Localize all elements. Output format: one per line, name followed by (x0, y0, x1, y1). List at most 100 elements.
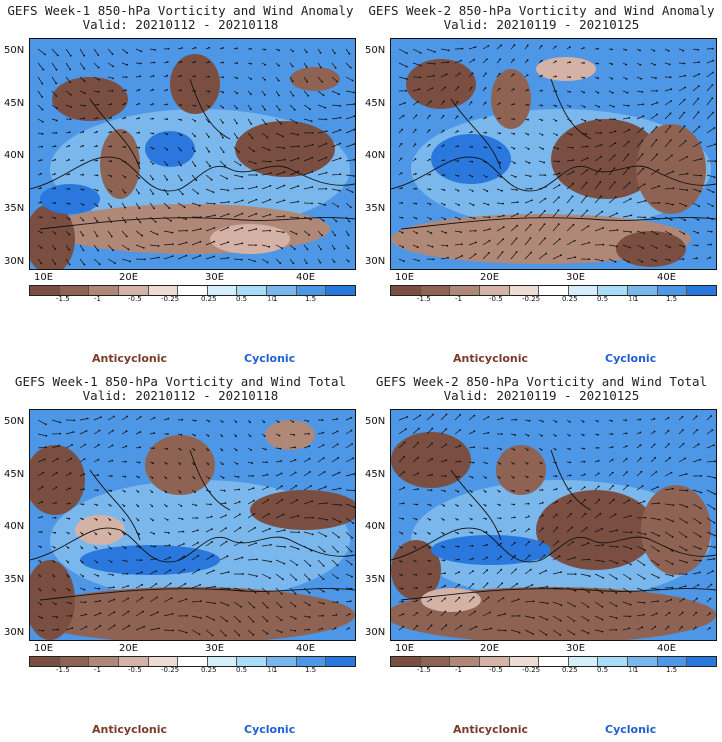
colorbar-swatch (148, 657, 179, 666)
coastline-borders (391, 78, 716, 230)
colorbar-tick-label: -0.25 (161, 666, 180, 674)
vector-reference-label: 10 (267, 666, 276, 674)
vorticity-map-svg (391, 410, 716, 640)
vorticity-region-2 (636, 124, 706, 214)
longitude-label: 30E (205, 272, 225, 283)
latitude-label: 50N (365, 416, 386, 427)
colorbar-swatch (267, 286, 297, 295)
vector-reference-label: 10 (628, 666, 637, 674)
colorbar-tick-label: 1.5 (305, 666, 317, 674)
vorticity-region-6 (431, 134, 511, 184)
longitude-label: 40E (296, 643, 316, 654)
vorticity-region-5 (75, 515, 125, 545)
vorticity-region-4 (30, 560, 75, 640)
colorbar-tick-label: 1.5 (305, 295, 317, 303)
colorbar-swatch (391, 657, 421, 666)
colorbar-tick-label: 1 (273, 666, 278, 674)
colorbar-tick-label: -1.5 (417, 666, 431, 674)
vorticity-map-svg (391, 39, 716, 269)
latitude-label: 40N (4, 150, 25, 161)
cyclonic-label: Cyclonic (244, 352, 296, 365)
map-area (29, 38, 356, 270)
longitude-label: 10E (34, 272, 54, 283)
vorticity-region-1 (170, 54, 220, 114)
vorticity-region-2 (250, 490, 355, 530)
colorbar-swatch (391, 286, 421, 295)
colorbar-tick-label: -0.5 (489, 666, 503, 674)
colorbar-swatch (296, 657, 327, 666)
colorbar-tick-label: -0.5 (128, 666, 142, 674)
latitude-label: 50N (365, 45, 386, 56)
colorbar-swatch (568, 286, 599, 295)
colorbar-swatch (326, 657, 356, 666)
colorbar-swatch (509, 657, 540, 666)
colorbar-swatch (89, 657, 119, 666)
coastline-borders (30, 78, 355, 230)
colorbar-tick-label: -0.25 (522, 295, 541, 303)
colorbar-tick-label: 0.5 (236, 295, 248, 303)
latitude-label: 40N (365, 150, 386, 161)
longitude-label: 30E (566, 643, 586, 654)
vorticity-region-0 (30, 445, 85, 515)
colorbar-tick-label: -1 (94, 295, 101, 303)
latitude-label: 50N (4, 416, 25, 427)
latitude-label: 45N (365, 98, 386, 109)
colorbar-swatch (89, 286, 119, 295)
wind-vectors (398, 413, 716, 636)
colorbar-tick-label: -0.5 (489, 295, 503, 303)
coastline-borders (391, 449, 716, 601)
panel-valid-dates: Valid: 20210119 - 20210125 (443, 17, 640, 32)
colorbar-tick-label: 0.25 (562, 295, 578, 303)
latitude-label: 30N (365, 627, 386, 638)
vorticity-region-9 (210, 224, 290, 254)
colorbar-swatch (267, 657, 297, 666)
colorbar-tick-label: 1.5 (666, 666, 678, 674)
vorticity-region-0 (391, 432, 471, 488)
wind-vectors (37, 415, 355, 637)
longitude-label: 40E (657, 643, 677, 654)
colorbar (29, 656, 356, 667)
colorbar-tick-label: -1 (455, 666, 462, 674)
vorticity-region-4 (50, 204, 330, 254)
latitude-label: 45N (4, 98, 25, 109)
panel-title: GEFS Week-1 850-hPa Vorticity and Wind A… (7, 3, 354, 18)
colorbar-swatch (687, 286, 717, 295)
map-panel: GEFS Week-2 850-hPa Vorticity and Wind A… (361, 0, 722, 371)
anticyclonic-label: Anticyclonic (92, 723, 168, 736)
colorbar-swatch (420, 286, 451, 295)
colorbar-swatch (30, 286, 60, 295)
map-area (390, 409, 717, 641)
colorbar-tick-label: 0.5 (236, 666, 248, 674)
colorbar-tick-label: -0.25 (161, 295, 180, 303)
vorticity-region-5 (290, 67, 340, 91)
cyclonic-label: Cyclonic (605, 723, 657, 736)
colorbar-swatch (539, 286, 569, 295)
colorbar-tick-label: -1.5 (56, 295, 70, 303)
latitude-label: 30N (365, 256, 386, 267)
vorticity-region-6 (431, 535, 551, 565)
colorbar-swatch (539, 657, 569, 666)
vorticity-region-2 (641, 485, 711, 575)
vorticity-region-8 (40, 184, 100, 214)
colorbar-tick-label: -0.25 (522, 666, 541, 674)
colorbar-swatch (598, 657, 629, 666)
colorbar-swatch (628, 657, 658, 666)
coastline-borders (30, 449, 355, 601)
cyclonic-label: Cyclonic (244, 723, 296, 736)
colorbar-swatch (509, 286, 540, 295)
vorticity-region-0 (406, 59, 476, 109)
colorbar-tick-label: -1.5 (417, 295, 431, 303)
colorbar-swatch (59, 657, 90, 666)
colorbar-swatch (326, 286, 356, 295)
vorticity-region-2 (235, 121, 335, 177)
colorbar-swatch (118, 286, 149, 295)
vorticity-region-3 (30, 587, 355, 640)
latitude-label: 35N (365, 203, 386, 214)
longitude-label: 20E (480, 643, 500, 654)
colorbar-swatch (657, 286, 688, 295)
vorticity-region-6 (30, 204, 75, 269)
latitude-label: 40N (365, 521, 386, 532)
panel-title: GEFS Week-1 850-hPa Vorticity and Wind T… (14, 374, 347, 389)
colorbar (29, 285, 356, 296)
colorbar-swatch (178, 657, 208, 666)
